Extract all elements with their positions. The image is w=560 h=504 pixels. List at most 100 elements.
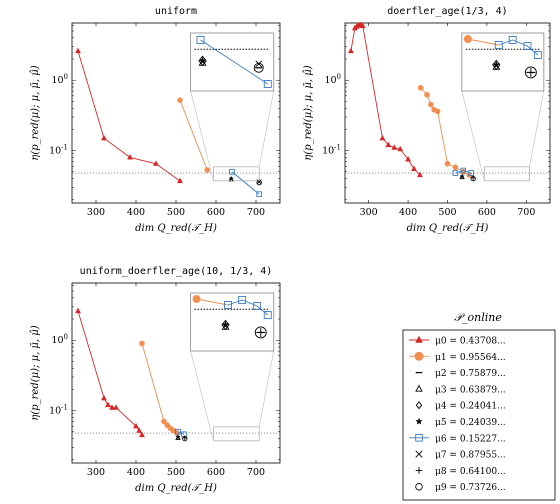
y-tick-label: 100 [51,333,68,346]
legend-title: 𝒫_online [454,311,502,324]
data-point-1 [428,101,434,108]
inset-point [254,326,267,339]
legend-entry: μ1 = 0.95564... [409,351,506,363]
data-point-0-shape [113,404,119,410]
inset-point-shape [196,36,205,44]
y-tick-label: 100 [51,73,68,86]
data-point-single [256,179,262,185]
inset-point-shape [463,35,472,43]
data-point-0-shape [405,156,411,162]
legend-entry: μ3 = 0.63879... [415,384,506,395]
data-point-1 [164,422,170,428]
inset-point [533,51,542,59]
x-tick-label: 700 [247,207,265,218]
data-point-single-shape [228,175,234,181]
x-tick-label: 400 [127,467,145,478]
legend-entry: μ2 = 0.75879... [415,369,506,379]
series-line-1 [141,343,178,434]
y-tick-label: 10-1 [49,404,68,417]
data-point-1 [424,92,430,98]
data-point-2-shape [452,170,459,176]
inset-point-shape [263,80,272,88]
data-point-1-shape [177,97,183,103]
x-tick-label: 600 [478,207,496,218]
inset-series-line [227,299,269,316]
chart-panel-1: doerfler_age(1/3, 4) 300 400 500 600 700 100 10… [303,6,551,234]
y-tick-label: 10-1 [49,144,68,157]
x-tick-label: 300 [360,207,378,218]
legend-label: μ0 = 0.43708... [435,337,506,347]
data-point-2-shape [175,428,181,435]
inset-frame [461,32,545,92]
data-point-0 [416,171,423,178]
inset-point [508,36,517,44]
x-tick-label: 300 [87,207,105,218]
data-point-0-shape [359,22,366,29]
chart-title: uniform_doerfler_age(10, 1/3, 4) [80,266,273,277]
inset-point [196,36,205,44]
data-point-0-shape [133,422,139,429]
inset-point [221,320,230,329]
x-tick-label: 500 [167,467,185,478]
inset-point-shape [492,60,501,69]
inset-point-shape [238,296,247,304]
data-point-single-shape [459,173,465,179]
legend-entry: μ0 = 0.43708... [409,335,506,347]
inset-point [255,60,263,68]
legend-entry: μ7 = 0.87955... [415,450,506,461]
data-point-1 [417,85,424,91]
data-point-0-shape [136,427,143,433]
series-line-2 [231,171,260,195]
x-axis-label: dim Q_red(𝒯_H) [135,483,217,494]
data-point-0 [75,307,81,314]
legend: 𝒫_online μ0 = 0.43708... μ1 = 0.95564... μ2… [402,311,556,501]
inset-point [198,56,207,65]
data-point-single [459,173,465,179]
zoom-region [213,426,260,442]
legend-marker-shape [415,482,423,491]
data-point-single [228,175,234,181]
data-point-0 [348,47,354,54]
chart-panels: uniform 300 400 500 600 700 100 10-1 dim Q_red(𝒯… [30,6,551,494]
legend-marker [415,450,423,458]
series-line-0 [77,50,181,182]
legend-marker-shape [415,335,423,343]
data-point-0 [101,134,107,141]
data-point-single [175,434,181,440]
inset-point [263,80,272,88]
series-line-1 [420,87,470,176]
inset-point-shape [255,60,263,68]
inset-point-shape [192,295,201,303]
inset-point-shape [263,311,272,319]
y-axis-label: η(p_red(μ); μ, μ̄, μ̂) [30,65,41,160]
data-point-0-shape [105,401,111,408]
legend-label: μ1 = 0.95564... [435,353,506,363]
data-point-1-shape [434,108,441,115]
inset-series-line [498,39,539,56]
data-point-single-shape [175,434,181,440]
chart-title: doerfler_age(1/3, 4) [387,6,507,17]
inset-series-line [467,38,499,46]
legend-marker [415,482,423,491]
legend-marker [415,335,423,343]
data-point-0 [153,160,159,166]
y-axis-label: η(p_red(μ); μ, μ̄, μ̂) [30,325,41,420]
data-point-0 [127,154,133,160]
legend-entry: μ9 = 0.73726... [415,482,506,493]
data-point-2 [229,168,235,175]
legend-marker-shape [415,401,423,410]
data-point-2 [175,428,181,435]
data-point-2 [256,191,263,198]
inset-point-shape [508,36,517,44]
legend-label: μ3 = 0.63879... [435,385,506,395]
legend-label: μ8 = 0.64100... [435,467,506,477]
y-tick-label: 10-1 [322,144,341,157]
data-point-0 [385,141,392,148]
series-line-0 [350,24,421,176]
legend-label: μ9 = 0.73726... [435,483,506,493]
data-point-0 [177,177,183,184]
inset-point [224,301,232,309]
data-point-1 [139,340,145,347]
data-point-0 [133,422,139,429]
